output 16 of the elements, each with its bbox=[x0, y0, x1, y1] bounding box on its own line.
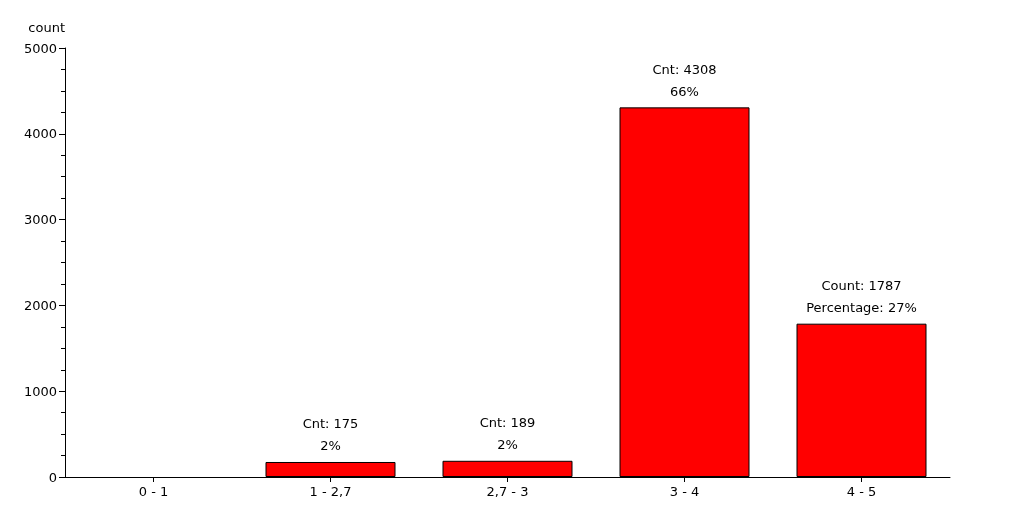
y-tick-label: 0 bbox=[48, 469, 57, 485]
y-tick-label: 1000 bbox=[23, 383, 57, 399]
y-tick-label: 2000 bbox=[23, 297, 57, 313]
data-label: Cnt: 4308 66% bbox=[652, 61, 717, 99]
x-tick-label: 4 - 5 bbox=[846, 484, 877, 499]
x-tick-label: 0 - 1 bbox=[138, 484, 169, 499]
data-label: Count: 1787 Percentage: 27% bbox=[806, 278, 917, 316]
x-tick-label: 3 - 4 bbox=[669, 484, 700, 499]
data-label: Cnt: 189 2% bbox=[479, 415, 536, 453]
data-label: Cnt: 175 2% bbox=[302, 416, 359, 454]
y-tick-label: 4000 bbox=[23, 126, 57, 142]
x-tick-label: 1 - 2,7 bbox=[309, 484, 352, 499]
x-tick-label: 2,7 - 3 bbox=[486, 484, 529, 499]
y-tick-label: 5000 bbox=[23, 40, 57, 56]
y-tick-label: 3000 bbox=[23, 212, 57, 228]
y-axis-title: count bbox=[28, 20, 65, 35]
